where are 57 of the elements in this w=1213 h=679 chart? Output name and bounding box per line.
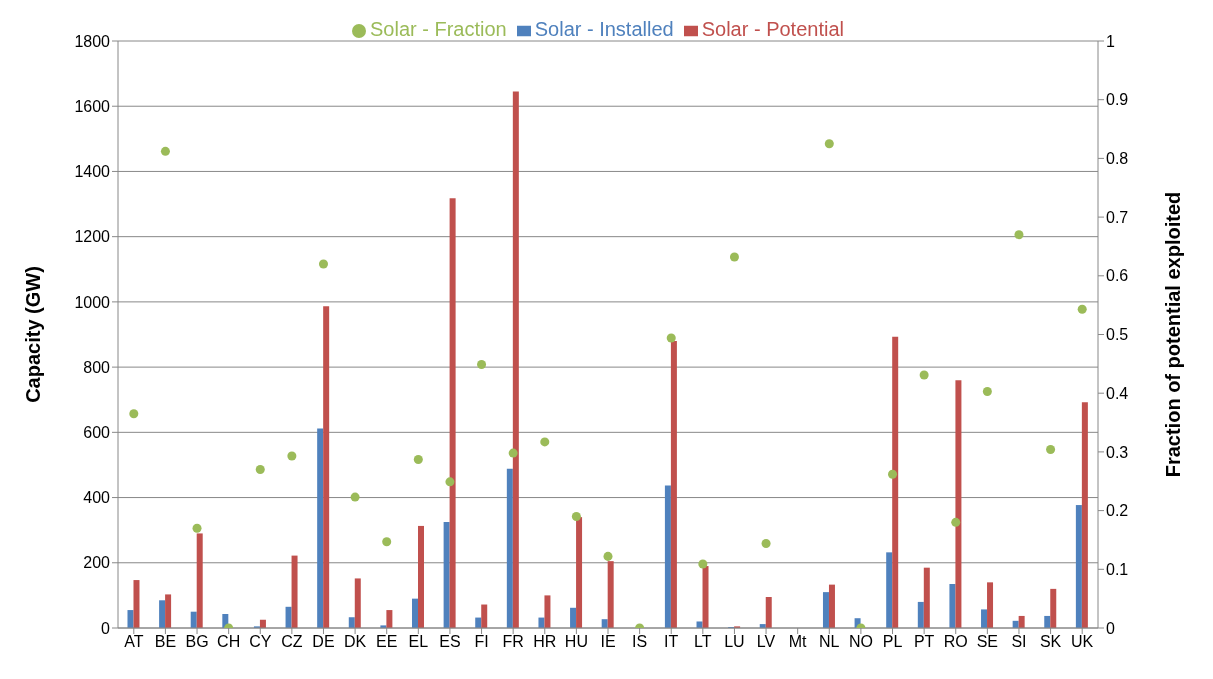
y-tick-label: 1800 xyxy=(74,32,111,50)
x-tick-label: EE xyxy=(376,633,398,651)
y-axis-title: Capacity (GW) xyxy=(22,266,45,403)
x-tick-label: AT xyxy=(124,633,144,651)
x-tick-label: EL xyxy=(408,633,429,651)
x-tick-label: IS xyxy=(632,633,648,651)
y2-tick-label: 0.7 xyxy=(1106,208,1129,226)
x-tick-label: ES xyxy=(439,633,461,651)
x-tick-label: IE xyxy=(600,633,616,651)
x-tick-label: PL xyxy=(882,633,903,651)
x-tick-label: BE xyxy=(154,633,177,651)
x-tick-label: DK xyxy=(343,633,367,651)
y2-tick-label: 0 xyxy=(1106,619,1115,637)
legend-label: Solar - Fraction xyxy=(370,18,507,40)
x-tick-label: HR xyxy=(533,633,557,651)
x-tick-label: IT xyxy=(664,633,679,651)
y-tick-label: 200 xyxy=(83,554,111,572)
y-tick-label: 1200 xyxy=(74,228,111,246)
x-tick-label: DE xyxy=(312,633,335,651)
y-tick-label: 600 xyxy=(83,424,111,442)
y2-tick-label: 0.1 xyxy=(1106,560,1129,578)
x-tick-label: SE xyxy=(976,633,999,651)
y2-tick-label: 0.3 xyxy=(1106,443,1129,461)
x-tick-label: NL xyxy=(819,633,840,651)
y-tick-label: 1400 xyxy=(74,163,111,181)
y2-tick-label: 1 xyxy=(1106,32,1115,50)
y-tick-label: 1600 xyxy=(74,97,111,115)
y2-tick-label: 0.9 xyxy=(1106,91,1129,109)
x-tick-label: CZ xyxy=(281,633,303,651)
x-tick-label: RO xyxy=(943,633,968,651)
y2-tick-label: 0.8 xyxy=(1106,150,1129,168)
x-tick-label: CH xyxy=(217,633,241,651)
y-tick-label: 800 xyxy=(83,358,111,376)
x-tick-label: SI xyxy=(1011,633,1027,651)
x-tick-label: PT xyxy=(913,633,935,651)
legend-label: Solar - Installed xyxy=(534,18,674,40)
x-tick-label: FI xyxy=(474,633,489,651)
x-tick-label: Mt xyxy=(788,633,808,651)
y2-tick-label: 0.5 xyxy=(1106,326,1129,344)
y-tick-label: 1000 xyxy=(74,293,111,311)
x-tick-label: LT xyxy=(694,633,712,651)
x-tick-label: FR xyxy=(502,633,524,651)
x-tick-label: BG xyxy=(185,633,209,651)
x-tick-label: SK xyxy=(1039,633,1062,651)
x-tick-label: LV xyxy=(756,633,776,651)
x-tick-label: LU xyxy=(724,633,745,651)
y2-tick-label: 0.2 xyxy=(1106,502,1129,520)
y2-tick-label: 0.6 xyxy=(1106,267,1129,285)
y-tick-label: 0 xyxy=(101,619,111,637)
x-tick-label: HU xyxy=(564,633,588,651)
legend-label: Solar - Potential xyxy=(701,18,844,40)
x-tick-label: UK xyxy=(1071,633,1094,651)
y2-axis-title: Fraction of potential exploited xyxy=(1162,191,1185,478)
y2-tick-label: 0.4 xyxy=(1106,384,1129,402)
x-tick-label: NO xyxy=(848,633,873,651)
y-tick-label: 400 xyxy=(83,489,111,507)
x-tick-label: CY xyxy=(249,633,272,651)
